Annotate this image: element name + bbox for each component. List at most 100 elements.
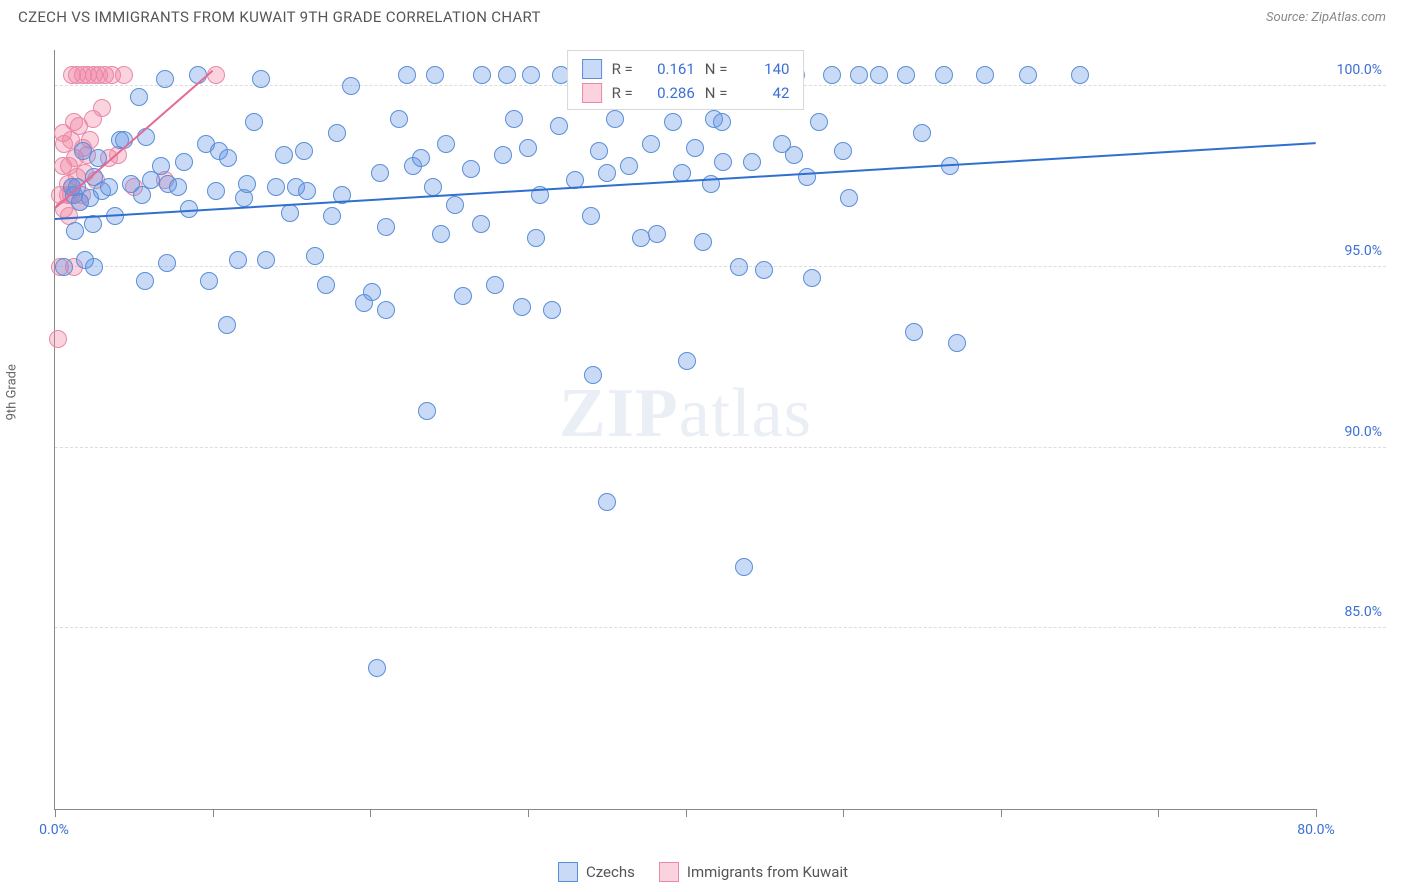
legend-item: Immigrants from Kuwait xyxy=(659,862,848,882)
point-czech xyxy=(317,276,335,294)
point-czech xyxy=(55,258,73,276)
legend-r-value: 0.161 xyxy=(643,57,695,81)
point-czech xyxy=(368,659,386,677)
correlation-legend: R =0.161N =140R =0.286N =42 xyxy=(567,50,805,110)
point-czech xyxy=(377,301,395,319)
point-czech xyxy=(252,70,270,88)
plot-region: ZIPatlas R =0.161N =140R =0.286N =42 85.… xyxy=(54,50,1316,810)
point-czech xyxy=(730,258,748,276)
point-czech xyxy=(606,110,624,128)
point-czech xyxy=(398,66,416,84)
point-czech xyxy=(323,207,341,225)
point-czech xyxy=(498,66,516,84)
point-czech xyxy=(462,160,480,178)
point-czech xyxy=(664,113,682,131)
point-czech xyxy=(432,225,450,243)
point-czech xyxy=(257,251,275,269)
point-czech xyxy=(454,287,472,305)
point-czech xyxy=(175,153,193,171)
point-czech xyxy=(803,269,821,287)
legend-swatch xyxy=(558,862,578,882)
legend-label: Czechs xyxy=(586,863,635,881)
legend-r-label: R = xyxy=(612,57,633,81)
point-czech xyxy=(136,272,154,290)
x-tick xyxy=(1316,809,1317,817)
x-tick xyxy=(213,809,214,817)
legend-swatch xyxy=(582,83,602,103)
point-czech xyxy=(550,117,568,135)
legend-swatch xyxy=(582,59,602,79)
point-czech xyxy=(755,261,773,279)
point-czech xyxy=(207,182,225,200)
point-czech xyxy=(158,254,176,272)
legend-row: R =0.286N =42 xyxy=(582,81,790,105)
point-czech xyxy=(100,178,118,196)
source-label: Source: ZipAtlas.com xyxy=(1266,10,1386,25)
point-czech xyxy=(152,157,170,175)
watermark: ZIPatlas xyxy=(559,374,812,454)
point-czech xyxy=(905,323,923,341)
point-czech xyxy=(446,196,464,214)
point-czech xyxy=(913,124,931,142)
point-czech xyxy=(295,142,313,160)
point-czech xyxy=(363,283,381,301)
x-tick-label: 80.0% xyxy=(1297,822,1335,838)
legend-n-label: N = xyxy=(705,57,728,81)
point-czech xyxy=(598,493,616,511)
point-czech xyxy=(513,298,531,316)
point-czech xyxy=(897,66,915,84)
point-kuwait xyxy=(207,66,225,84)
x-tick xyxy=(55,809,56,817)
point-czech xyxy=(976,66,994,84)
point-czech xyxy=(267,178,285,196)
x-tick xyxy=(1001,809,1002,817)
point-czech xyxy=(678,352,696,370)
point-czech xyxy=(519,139,537,157)
chart-area: 9th Grade ZIPatlas R =0.161N =140R =0.28… xyxy=(18,38,1386,844)
point-czech xyxy=(834,142,852,160)
point-czech xyxy=(785,146,803,164)
point-czech xyxy=(281,204,299,222)
point-czech xyxy=(229,251,247,269)
legend-row: R = 0.161 N = 140 xyxy=(582,57,790,81)
point-czech xyxy=(714,153,732,171)
point-czech xyxy=(377,218,395,236)
point-czech xyxy=(1071,66,1089,84)
point-czech xyxy=(418,402,436,420)
point-czech xyxy=(219,149,237,167)
point-czech xyxy=(486,276,504,294)
point-czech xyxy=(412,149,430,167)
point-czech xyxy=(620,157,638,175)
legend-item: Czechs xyxy=(558,862,635,882)
point-czech xyxy=(735,558,753,576)
legend-swatch xyxy=(659,862,679,882)
x-tick xyxy=(528,809,529,817)
point-czech xyxy=(437,135,455,153)
point-kuwait xyxy=(115,66,133,84)
y-tick-label: 95.0% xyxy=(1344,243,1382,259)
point-czech xyxy=(328,124,346,142)
point-czech xyxy=(810,113,828,131)
point-czech xyxy=(200,272,218,290)
x-tick xyxy=(1158,809,1159,817)
point-czech xyxy=(598,164,616,182)
legend-r-label: R = xyxy=(612,81,633,105)
gridline xyxy=(55,627,1386,628)
point-czech xyxy=(798,168,816,186)
legend-r-value: 0.286 xyxy=(643,81,695,105)
point-czech xyxy=(473,66,491,84)
point-czech xyxy=(743,153,761,171)
point-czech xyxy=(505,110,523,128)
legend-n-label: N = xyxy=(705,81,728,105)
point-czech xyxy=(424,178,442,196)
point-czech xyxy=(130,88,148,106)
point-czech xyxy=(582,207,600,225)
point-czech xyxy=(1019,66,1037,84)
point-czech xyxy=(298,182,316,200)
chart-title: CZECH VS IMMIGRANTS FROM KUWAIT 9TH GRAD… xyxy=(18,8,541,26)
y-axis-label: 9th Grade xyxy=(5,364,20,420)
legend-n-value: 140 xyxy=(737,57,789,81)
point-czech xyxy=(870,66,888,84)
y-tick-label: 90.0% xyxy=(1344,424,1382,440)
legend-label: Immigrants from Kuwait xyxy=(687,863,848,881)
